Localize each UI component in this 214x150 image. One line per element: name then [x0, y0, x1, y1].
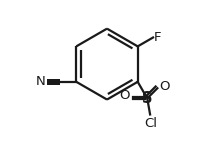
Text: Cl: Cl: [144, 117, 157, 130]
Text: O: O: [159, 80, 170, 93]
Text: O: O: [120, 89, 130, 102]
Text: N: N: [36, 75, 46, 88]
Text: S: S: [142, 91, 153, 106]
Text: F: F: [154, 31, 161, 44]
